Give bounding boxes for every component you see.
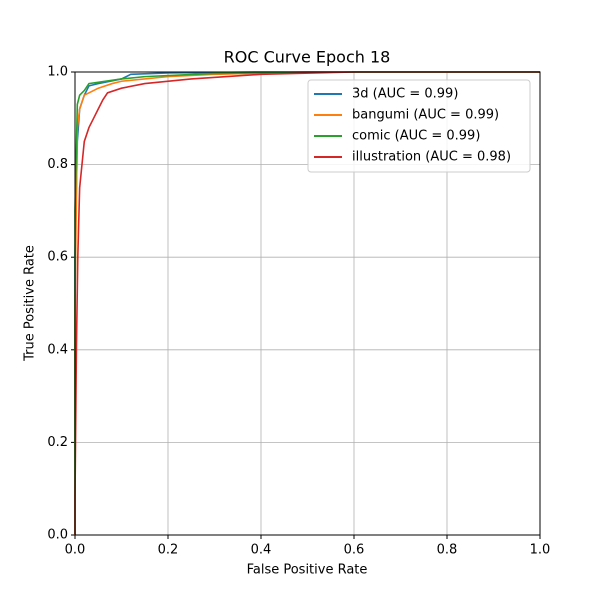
x-tick-label: 1.0 [530,543,551,558]
x-axis-label: False Positive Rate [247,563,368,578]
plot-frame [74,71,541,536]
y-tick-label: 0.6 [47,250,68,265]
x-tick-label: 0.6 [344,543,365,558]
x-tick-label: 0.2 [158,543,179,558]
y-tick-label: 0.4 [47,342,68,357]
legend-box [307,79,531,173]
y-tick-label: 0.8 [47,157,68,172]
legend-label: 3d (AUC = 0.99) [352,87,458,102]
y-tick-label: 1.0 [47,65,68,80]
roc-line [74,71,540,535]
x-tick-label: 0.4 [251,543,272,558]
x-tick-label: 0.8 [437,543,458,558]
roc-line [74,71,540,535]
legend-label: comic (AUC = 0.99) [352,129,480,144]
x-tick-label: 0.0 [65,543,86,558]
legend-label: bangumi (AUC = 0.99) [352,108,499,123]
legend-label: illustration (AUC = 0.98) [352,150,511,165]
y-axis-label: True Positive Rate [23,245,38,362]
y-tick-label: 0.0 [47,528,68,543]
chart-title: ROC Curve Epoch 18 [224,48,391,67]
y-tick-label: 0.2 [47,435,68,450]
